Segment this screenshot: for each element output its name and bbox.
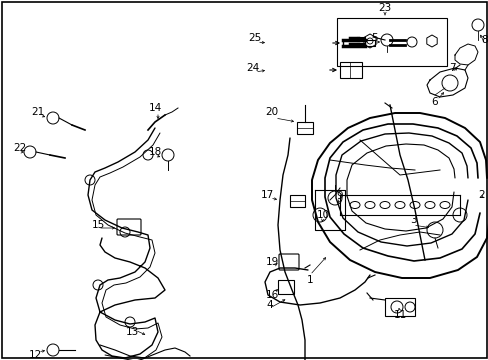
Text: 19: 19 — [265, 257, 278, 267]
Text: 23: 23 — [378, 3, 391, 13]
Text: 1: 1 — [306, 275, 313, 285]
Text: 17: 17 — [260, 190, 273, 200]
Text: 25: 25 — [248, 33, 261, 43]
Bar — [339, 62, 361, 78]
Text: 12: 12 — [28, 350, 41, 360]
Text: 21: 21 — [31, 107, 44, 117]
Bar — [289, 195, 305, 207]
Text: 8: 8 — [481, 35, 488, 45]
Text: 11: 11 — [392, 310, 406, 320]
Text: 14: 14 — [148, 103, 162, 113]
Text: 10: 10 — [316, 210, 329, 220]
Text: 24: 24 — [246, 63, 259, 73]
Text: 7: 7 — [448, 63, 454, 73]
Text: 20: 20 — [265, 107, 278, 117]
Bar — [296, 122, 312, 134]
Text: 22: 22 — [13, 143, 26, 153]
Bar — [336, 18, 446, 66]
Text: 16: 16 — [265, 290, 278, 300]
Text: 2: 2 — [478, 190, 484, 200]
Text: 5: 5 — [371, 33, 378, 43]
Text: 4: 4 — [266, 300, 273, 310]
Text: 9: 9 — [336, 191, 343, 201]
Text: 15: 15 — [91, 220, 104, 230]
Text: 18: 18 — [148, 147, 162, 157]
Text: 13: 13 — [125, 327, 138, 337]
Text: 3: 3 — [409, 215, 415, 225]
Text: 6: 6 — [431, 97, 437, 107]
Bar — [384, 298, 414, 316]
Bar — [278, 280, 293, 294]
